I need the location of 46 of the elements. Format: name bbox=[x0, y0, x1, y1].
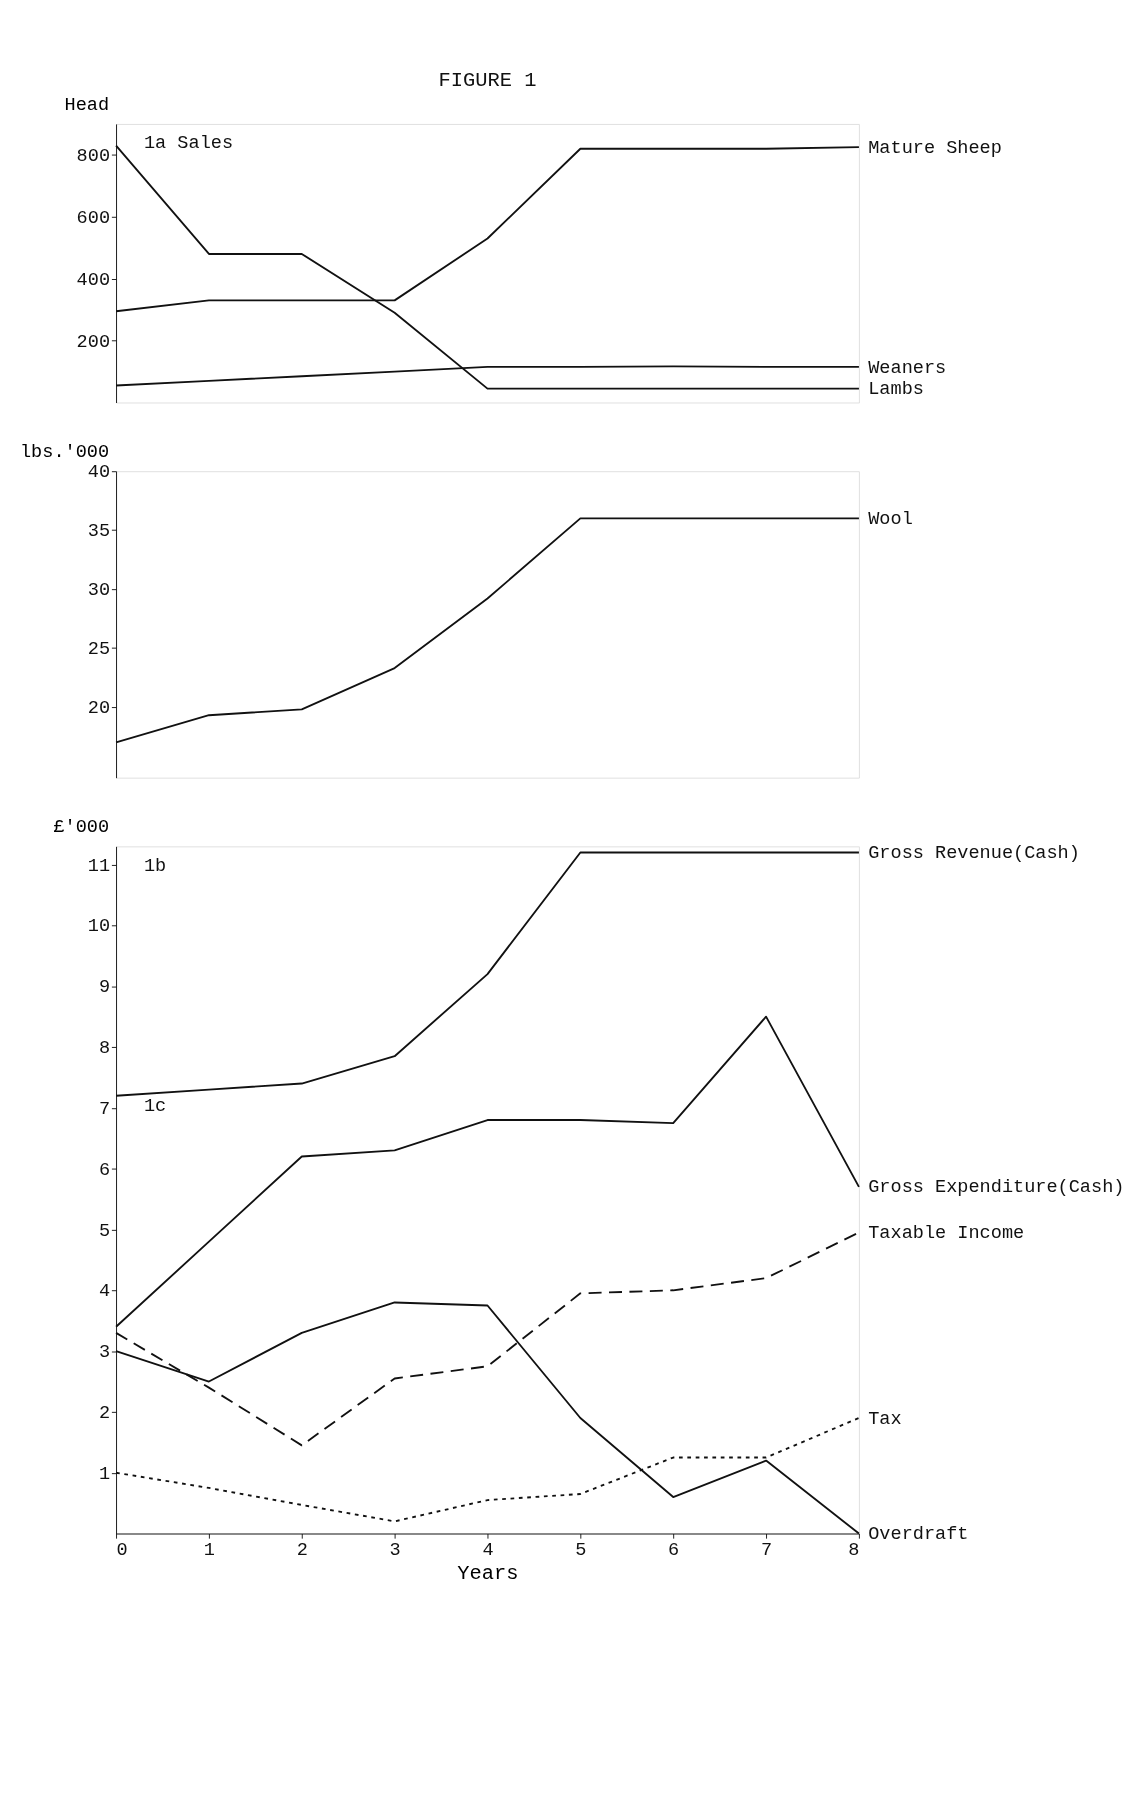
y-tick-label: 800 bbox=[76, 145, 111, 167]
x-tick-label: 1 bbox=[203, 1540, 215, 1562]
series-label: Mature Sheep bbox=[868, 137, 1002, 159]
x-tick-label: 3 bbox=[389, 1540, 401, 1562]
y-axis-title: £'000 bbox=[53, 817, 110, 838]
series-label: Overdraft bbox=[868, 1524, 969, 1546]
chart-title: FIGURE 1 bbox=[438, 68, 537, 92]
annotation: 1b bbox=[143, 855, 167, 877]
y-tick-label: 400 bbox=[76, 269, 111, 291]
y-tick-label: 4 bbox=[98, 1281, 111, 1303]
y-tick-label: 20 bbox=[87, 698, 111, 719]
y-tick-label: 2 bbox=[98, 1402, 111, 1424]
series-label: Gross Expenditure(Cash) bbox=[868, 1177, 1125, 1199]
x-axis-title: Years bbox=[457, 1561, 519, 1585]
y-tick-label: 10 bbox=[87, 916, 111, 938]
y-tick-label: 35 bbox=[87, 521, 111, 543]
series-label: Lambs bbox=[868, 379, 924, 401]
y-tick-label: 3 bbox=[98, 1342, 111, 1364]
x-tick-label: 6 bbox=[668, 1540, 680, 1562]
annotation: 1a Sales bbox=[143, 133, 234, 155]
x-tick-label: 0 bbox=[116, 1540, 128, 1562]
y-tick-label: 5 bbox=[98, 1220, 111, 1242]
x-tick-label: 2 bbox=[296, 1540, 308, 1562]
series-label: Tax bbox=[868, 1408, 902, 1430]
y-tick-label: 9 bbox=[98, 977, 111, 999]
series-label: Gross Revenue(Cash) bbox=[868, 843, 1080, 865]
y-tick-label: 600 bbox=[76, 207, 111, 229]
x-tick-label: 4 bbox=[482, 1540, 494, 1562]
y-tick-label: 7 bbox=[98, 1098, 111, 1120]
x-tick-label: 5 bbox=[575, 1540, 587, 1562]
x-tick-label: 8 bbox=[848, 1540, 860, 1562]
y-tick-label: 8 bbox=[98, 1038, 111, 1060]
x-tick-label: 7 bbox=[760, 1540, 773, 1562]
y-tick-label: 11 bbox=[87, 855, 111, 877]
y-tick-label: 30 bbox=[87, 580, 111, 602]
y-tick-label: 1 bbox=[98, 1463, 111, 1485]
y-axis-title: Head bbox=[64, 94, 110, 116]
y-tick-label: 6 bbox=[98, 1159, 111, 1181]
annotation: 1c bbox=[143, 1096, 167, 1118]
y-axis-title: lbs.'000 bbox=[19, 441, 110, 463]
y-tick-label: 25 bbox=[87, 639, 111, 661]
series-label: Taxable Income bbox=[868, 1223, 1025, 1245]
series-label: Weaners bbox=[868, 357, 947, 379]
series-label: Wool bbox=[868, 508, 913, 530]
y-tick-label: 200 bbox=[76, 331, 111, 353]
y-tick-label: 40 bbox=[87, 462, 111, 484]
